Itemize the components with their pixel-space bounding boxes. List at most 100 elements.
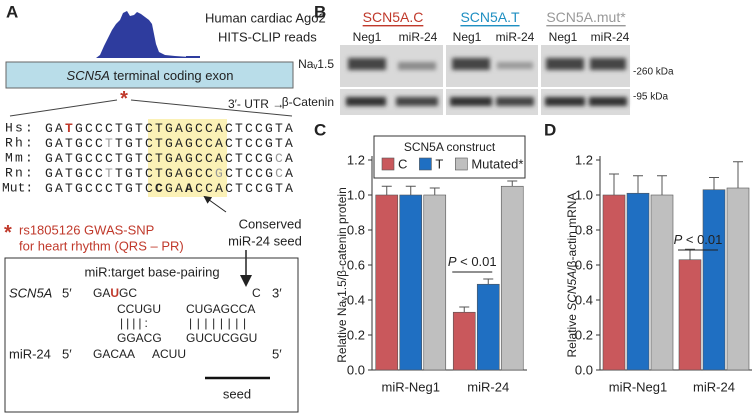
significance-label: P < 0.01 (448, 254, 497, 269)
bonds: |||||||| (189, 316, 251, 330)
significance-text: < 0.01 (457, 254, 497, 269)
y-tick-label: 0.6 (347, 258, 365, 273)
row-label: β-Catenin (282, 95, 334, 109)
sequence: GATGCCCTGTCTGAGCCACTCCGTA (45, 121, 295, 136)
significance-p: P (448, 254, 457, 269)
bar (476, 283, 500, 371)
y-tick-label: 0.0 (347, 363, 365, 378)
bar (375, 194, 399, 371)
paired-seq: CCUGU (117, 302, 161, 316)
y-axis-label: Relative Naᵥ1.5/β-catenin protein (335, 187, 349, 363)
alignment: Hs: GATGCCCTGTCTGAGCCACTCCGTA Rh: GATGCC… (2, 121, 295, 196)
seed-arrow (203, 195, 227, 213)
error-bar (609, 173, 619, 195)
construct-label: SCN5A.T (460, 9, 520, 25)
legend-label: C (398, 157, 407, 172)
x-tick-label: miR-Neg1 (381, 380, 440, 395)
panel-b: B SCN5A.C SCN5A.T SCN5A.mut* Neg1 miR-24… (282, 3, 674, 115)
snp-note: for heart rhythm (QRS – PR) (19, 239, 184, 254)
paired-seq: CUGAGCCA (186, 302, 255, 316)
lane-label: Neg1 (549, 30, 578, 44)
panel-label: C (314, 121, 326, 140)
row-label: Naᵥ1.5 (298, 57, 334, 71)
bar (500, 185, 524, 371)
y-tick-label: 0.0 (575, 363, 593, 378)
target-seq: GAUGC (93, 286, 137, 300)
sequence: GATGCCTTGTCTGAGCCACTCCGTA (45, 136, 295, 151)
target-tail: C (252, 286, 261, 300)
exon-box (5, 61, 294, 89)
error-bar (507, 180, 518, 187)
bar (702, 189, 726, 371)
pairing-title: miR:target base-pairing (84, 265, 219, 280)
legend-label: T (435, 157, 443, 172)
species: Rh: (5, 136, 35, 151)
end-label: 3′ (272, 286, 282, 301)
bonds: ||||: (120, 316, 151, 330)
clip-reads-tail (186, 56, 200, 58)
y-tick-label: 1.2 (575, 153, 593, 168)
exon-label: SCN5A terminal coding exon (67, 68, 234, 83)
error-bar (709, 177, 719, 190)
panel-label: D (544, 121, 556, 140)
species: Mut: (2, 181, 33, 196)
lane-label: miR-24 (399, 30, 438, 44)
y-tick-label: 0.8 (347, 223, 365, 238)
y-tick-label: 1.2 (347, 153, 365, 168)
y-tick-label: 0.2 (575, 328, 593, 343)
error-bar (459, 306, 470, 313)
y-tick-label: 1.0 (575, 188, 593, 203)
significance-p: P (674, 232, 683, 247)
x-tick-label: miR-Neg1 (609, 380, 668, 395)
mirna-seq: GACAA (93, 347, 135, 361)
x-tick-label: miR-24 (467, 380, 509, 395)
paired-seq: GUCUCGGU (186, 331, 257, 345)
error-bar (633, 175, 643, 194)
reads-label: Human cardiac Ago2 (205, 11, 326, 26)
y-axis-label: Relative SCN5A/β-actin mRNA (565, 193, 579, 358)
species: Mm: (5, 151, 35, 166)
seed-note: Conserved (239, 217, 302, 232)
bar (602, 194, 626, 371)
mirna-seq: ACUU (152, 347, 186, 361)
bar (650, 194, 674, 371)
y-axis-label-part: /β-actin mRNA (565, 193, 579, 271)
error-bar (483, 278, 494, 285)
target-name: SCN5A (9, 286, 52, 301)
seed-highlight (148, 119, 227, 197)
legend-label: Mutated* (471, 157, 523, 172)
error-bar (685, 248, 695, 260)
bar (399, 194, 423, 371)
legend-swatch (419, 157, 432, 171)
sequence: GATGCCCTGTCCGAACCACTCCGTA (45, 181, 295, 196)
bar (726, 187, 750, 371)
snp-marker: * (120, 88, 128, 110)
panel-a: A Human cardiac Ago2 HITS-CLIP reads SCN… (2, 3, 326, 413)
legend-swatch (455, 157, 468, 171)
bar (678, 259, 702, 371)
error-bar (429, 187, 440, 195)
error-bar (657, 175, 667, 195)
blot (340, 45, 630, 115)
end-label: 5′ (62, 347, 72, 362)
pairing-box (4, 257, 299, 413)
lane-label: Neg1 (453, 30, 482, 44)
significance-label: P < 0.01 (674, 232, 723, 247)
lane-label: miR-24 (496, 30, 535, 44)
y-tick-label: 1.0 (347, 188, 365, 203)
size-label: -260 kDa (633, 67, 674, 78)
y-tick-label: 0.2 (347, 328, 365, 343)
bar (423, 194, 447, 371)
error-bar (405, 185, 416, 195)
seed-label: seed (223, 387, 251, 402)
paired-seq: GGACG (117, 331, 162, 345)
error-bar (381, 185, 392, 195)
sequence: GATGCCTTGTCTGAGCCGCTCCGCA (45, 166, 295, 181)
utr-label: 3′- UTR → (228, 97, 284, 111)
size-label: -95 kDa (633, 92, 668, 103)
panel-label: B (314, 3, 326, 22)
species: Rn: (5, 166, 35, 181)
bar (452, 311, 476, 371)
x-tick-label: miR-24 (693, 380, 735, 395)
